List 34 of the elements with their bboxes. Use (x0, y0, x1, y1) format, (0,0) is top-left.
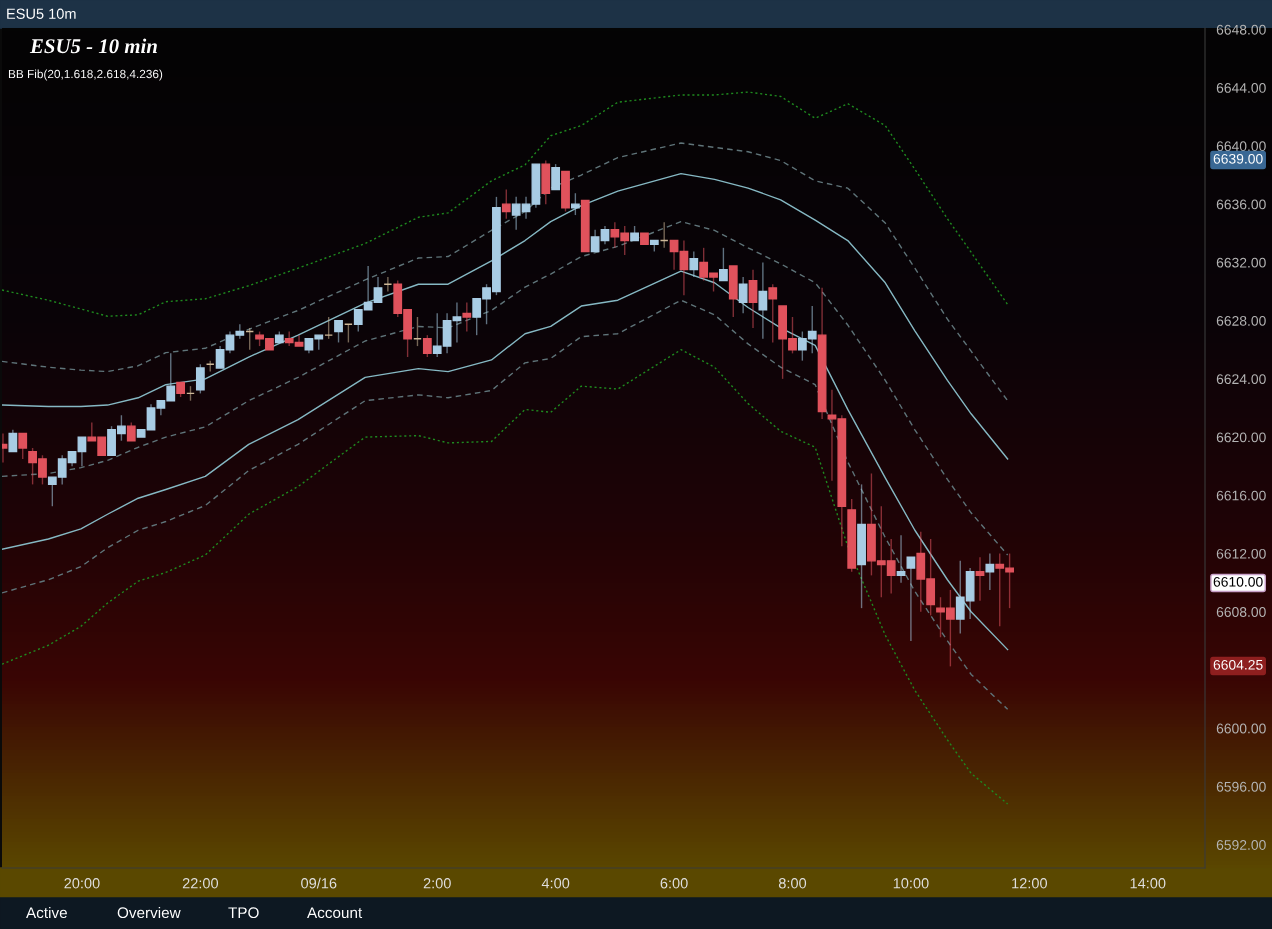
text: BB Fib(20,1.618,2.618,4.236) (8, 69, 163, 81)
chart-title: ESU5 - 10 min (29, 38, 157, 54)
x-tick-label: 12:00 (1012, 878, 1048, 889)
x-tick-label: 10:00 (893, 878, 929, 889)
y-tick-label: 6636.00 (1216, 199, 1266, 210)
y-tick-label: 6600.00 (1216, 723, 1266, 734)
y-tick-label: 6632.00 (1216, 257, 1266, 268)
text: Active (26, 906, 67, 919)
y-tick-label: 6620.00 (1216, 432, 1266, 443)
y-tick-label: 6596.00 (1216, 781, 1266, 792)
x-tick-label: 09/16 (301, 877, 337, 889)
y-tick-label: 6608.00 (1216, 607, 1266, 617)
text: Account (307, 907, 363, 919)
x-tick-label: 14:00 (1130, 878, 1166, 889)
text: 6639.00 (1213, 153, 1263, 164)
text: ESU5 10m (7, 8, 76, 19)
text: 6604.25 (1213, 659, 1263, 670)
y-tick-label: 6628.00 (1216, 315, 1266, 326)
y-tick-label: 6640.00 (1216, 141, 1266, 152)
x-tick-label: 4:00 (541, 878, 570, 889)
x-tick-label: 8:00 (778, 878, 807, 889)
x-tick-label: 6:00 (660, 878, 688, 889)
text: 6610.00 (1213, 576, 1263, 587)
x-tick-label: 20:00 (64, 878, 100, 889)
x-tick-label: 2:00 (423, 878, 451, 889)
text: Overview (117, 906, 181, 919)
text: TPO (228, 907, 259, 919)
y-tick-label: 6592.00 (1216, 840, 1266, 850)
y-tick-label: 6648.00 (1216, 24, 1266, 35)
y-tick-label: 6644.00 (1216, 83, 1266, 93)
y-tick-label: 6616.00 (1216, 490, 1266, 501)
y-tick-label: 6624.00 (1216, 374, 1266, 385)
y-tick-label: 6612.00 (1216, 548, 1266, 559)
x-tick-label: 22:00 (182, 878, 219, 889)
